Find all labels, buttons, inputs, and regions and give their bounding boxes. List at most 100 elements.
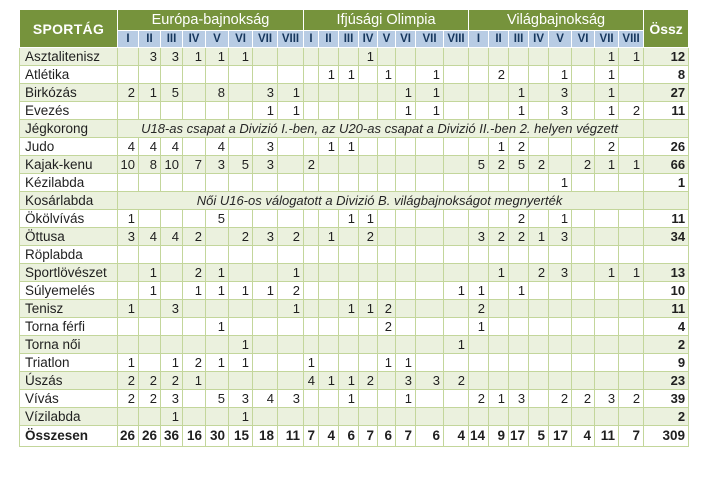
value-cell [528, 407, 550, 426]
sport-label: Atlétika [19, 65, 118, 84]
value-cell [303, 227, 319, 246]
value-cell: 5 [205, 389, 229, 408]
value-cell: 1 [548, 173, 573, 192]
value-cell: 1 [205, 47, 229, 66]
value-cell: 2 [377, 299, 396, 318]
value-cell: 26 [138, 425, 161, 447]
value-cell: 1 [277, 101, 304, 120]
table-row: Súlyemelés 1 1 1 1 1 2 1 1 1 10 [19, 281, 690, 300]
value-cell [443, 137, 469, 156]
value-cell [548, 245, 573, 264]
sport-label: Kajak-kenu [19, 155, 118, 174]
value-cell: 2 [358, 371, 378, 390]
value-cell [182, 65, 206, 84]
value-cell [548, 407, 573, 426]
table-row: Kézilabda 1 1 [19, 173, 690, 192]
value-cell: 1 [303, 353, 319, 372]
value-cell [338, 83, 359, 102]
value-cell: 1 [318, 137, 339, 156]
value-cell [277, 245, 304, 264]
value-cell: 5 [528, 425, 550, 447]
value-cell [205, 407, 229, 426]
row-total-cell: 66 [643, 155, 690, 174]
value-cell [618, 209, 645, 228]
value-cell [358, 101, 378, 120]
place-column-header: I [303, 30, 319, 48]
row-total-cell: 39 [643, 389, 690, 408]
row-total-cell: 10 [643, 281, 690, 300]
row-total-cell: 11 [643, 209, 690, 228]
value-cell: 2 [160, 371, 183, 390]
value-cell [117, 281, 139, 300]
value-cell [338, 173, 359, 192]
value-cell [205, 299, 229, 318]
value-cell [571, 173, 596, 192]
value-cell: 2 [443, 371, 469, 390]
value-cell: 1 [618, 155, 645, 174]
value-cell: 1 [228, 353, 253, 372]
value-cell: 2 [182, 353, 206, 372]
table-row: Röplabda [19, 245, 690, 264]
value-cell [277, 65, 304, 84]
value-cell [205, 173, 229, 192]
value-cell [277, 371, 304, 390]
total-column-header: Össz [643, 9, 690, 48]
value-cell: 1 [358, 299, 378, 318]
value-cell [508, 353, 530, 372]
value-cell [508, 371, 530, 390]
value-cell: 10 [160, 155, 183, 174]
value-cell [415, 389, 444, 408]
value-cell [528, 353, 550, 372]
value-cell: 1 [138, 281, 161, 300]
value-cell [377, 137, 396, 156]
value-cell [395, 299, 416, 318]
row-total-cell: 309 [643, 425, 690, 447]
value-cell: 3 [548, 227, 573, 246]
value-cell: 7 [618, 425, 645, 447]
value-cell [548, 155, 573, 174]
value-cell [338, 263, 359, 282]
value-cell [594, 245, 620, 264]
value-cell: 4 [252, 389, 278, 408]
value-cell: 4 [160, 227, 183, 246]
table-row: Kajak-kenu 10 8 10 7 3 5 3 2 5 2 5 2 2 1 1 66 [19, 155, 690, 174]
value-cell [160, 281, 183, 300]
value-cell [205, 335, 229, 354]
value-cell [318, 389, 339, 408]
sport-label: Vízilabda [19, 407, 118, 426]
table-row: Ökölvívás 1 5 1 1 2 1 11 [19, 209, 690, 228]
value-cell [117, 407, 139, 426]
value-cell [228, 299, 253, 318]
value-cell [488, 407, 510, 426]
value-cell [205, 245, 229, 264]
value-cell: 1 [488, 137, 510, 156]
value-cell [160, 101, 183, 120]
value-cell [395, 173, 416, 192]
value-cell [358, 155, 378, 174]
place-column-header: II [138, 30, 161, 48]
value-cell: 1 [338, 209, 359, 228]
value-cell [377, 407, 396, 426]
value-cell: 1 [618, 263, 645, 282]
value-cell [415, 335, 444, 354]
value-cell: 2 [528, 263, 550, 282]
value-cell: 2 [571, 389, 596, 408]
value-cell: 1 [277, 299, 304, 318]
value-cell [548, 137, 573, 156]
header-group-row: SPORTÁG Európa-bajnokság Ifjúsági Olimpia V… [19, 9, 690, 48]
value-cell: 6 [415, 425, 444, 447]
value-cell: 1 [594, 263, 620, 282]
value-cell [358, 83, 378, 102]
value-cell [548, 335, 573, 354]
value-cell: 1 [205, 263, 229, 282]
value-cell [160, 317, 183, 336]
value-cell: 2 [548, 389, 573, 408]
sport-label: Torna női [19, 335, 118, 354]
value-cell: 8 [205, 83, 229, 102]
value-cell [377, 335, 396, 354]
place-column-header: IV [182, 30, 206, 48]
value-cell [528, 335, 550, 354]
value-cell [415, 353, 444, 372]
value-cell [160, 263, 183, 282]
value-cell: 2 [528, 155, 550, 174]
